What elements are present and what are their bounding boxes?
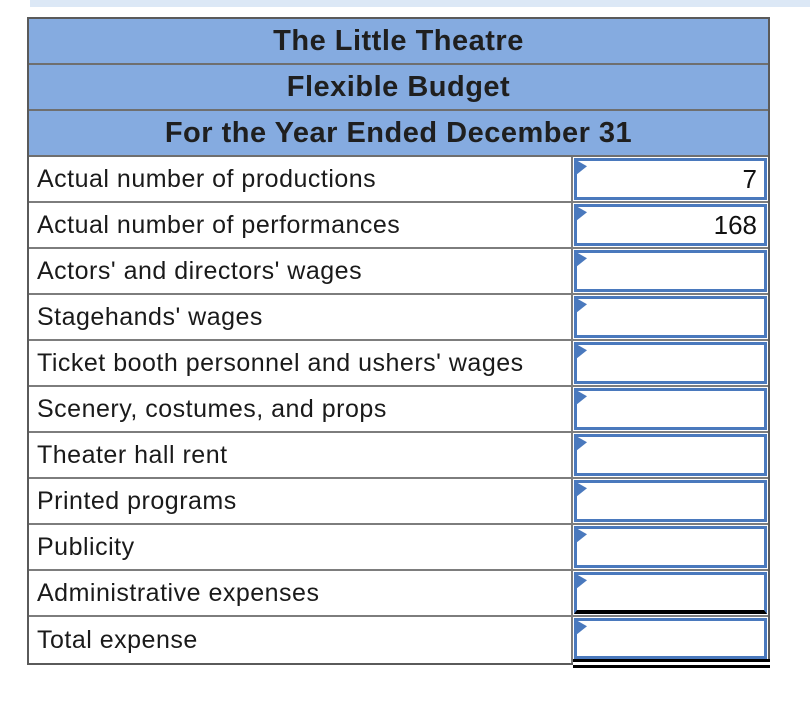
table-row: Administrative expenses xyxy=(29,571,768,617)
period-title: For the Year Ended December 31 xyxy=(164,116,633,149)
table-row: Actual number of performances xyxy=(29,203,768,249)
title-row-company: The Little Theatre xyxy=(29,19,768,65)
report-title: Flexible Budget xyxy=(286,70,511,103)
publicity-input[interactable] xyxy=(574,526,767,568)
table-row: Publicity xyxy=(29,525,768,571)
row-label-total-expense: Total expense xyxy=(29,617,573,663)
table-row: Scenery, costumes, and props xyxy=(29,387,768,433)
table-row: Printed programs xyxy=(29,479,768,525)
theater-hall-rent-input[interactable] xyxy=(574,434,767,476)
value-cell xyxy=(573,525,768,569)
table-row: Theater hall rent xyxy=(29,433,768,479)
table-row: Stagehands' wages xyxy=(29,295,768,341)
top-strip xyxy=(30,0,810,7)
value-cell xyxy=(573,249,768,293)
title-row-period: For the Year Ended December 31 xyxy=(29,111,768,157)
row-label-stagehands-wages: Stagehands' wages xyxy=(29,295,573,339)
row-label-administrative-expenses: Administrative expenses xyxy=(29,571,573,615)
scenery-costumes-props-input[interactable] xyxy=(574,388,767,430)
table-row: Actual number of productions xyxy=(29,157,768,203)
row-label-publicity: Publicity xyxy=(29,525,573,569)
row-label-theater-hall-rent: Theater hall rent xyxy=(29,433,573,477)
stagehands-wages-input[interactable] xyxy=(574,296,767,338)
table-row: Actors' and directors' wages xyxy=(29,249,768,295)
value-cell xyxy=(573,433,768,477)
performances-input[interactable] xyxy=(574,204,767,246)
row-label-ticket-booth-ushers-wages: Ticket booth personnel and ushers' wages xyxy=(29,341,573,385)
actors-directors-wages-input[interactable] xyxy=(574,250,767,292)
row-label-actors-directors-wages: Actors' and directors' wages xyxy=(29,249,573,293)
printed-programs-input[interactable] xyxy=(574,480,767,522)
value-cell xyxy=(573,479,768,523)
administrative-expenses-input[interactable] xyxy=(574,572,767,614)
total-expense-input[interactable] xyxy=(574,618,767,659)
value-cell xyxy=(573,387,768,431)
double-underline-rule xyxy=(573,659,770,668)
value-cell xyxy=(573,341,768,385)
company-title: The Little Theatre xyxy=(273,24,524,57)
row-label-printed-programs: Printed programs xyxy=(29,479,573,523)
ticket-booth-ushers-wages-input[interactable] xyxy=(574,342,767,384)
row-label-scenery-costumes-props: Scenery, costumes, and props xyxy=(29,387,573,431)
value-cell xyxy=(573,295,768,339)
table-row: Ticket booth personnel and ushers' wages xyxy=(29,341,768,387)
row-label-productions: Actual number of productions xyxy=(29,157,573,201)
value-cell xyxy=(573,617,770,668)
value-cell xyxy=(573,571,768,615)
productions-input[interactable] xyxy=(574,158,767,200)
value-cell xyxy=(573,203,768,247)
table-row: Total expense xyxy=(29,617,770,668)
row-label-performances: Actual number of performances xyxy=(29,203,573,247)
value-cell xyxy=(573,157,768,201)
flexible-budget-table: The Little Theatre Flexible Budget For t… xyxy=(27,17,770,668)
title-row-report: Flexible Budget xyxy=(29,65,768,111)
